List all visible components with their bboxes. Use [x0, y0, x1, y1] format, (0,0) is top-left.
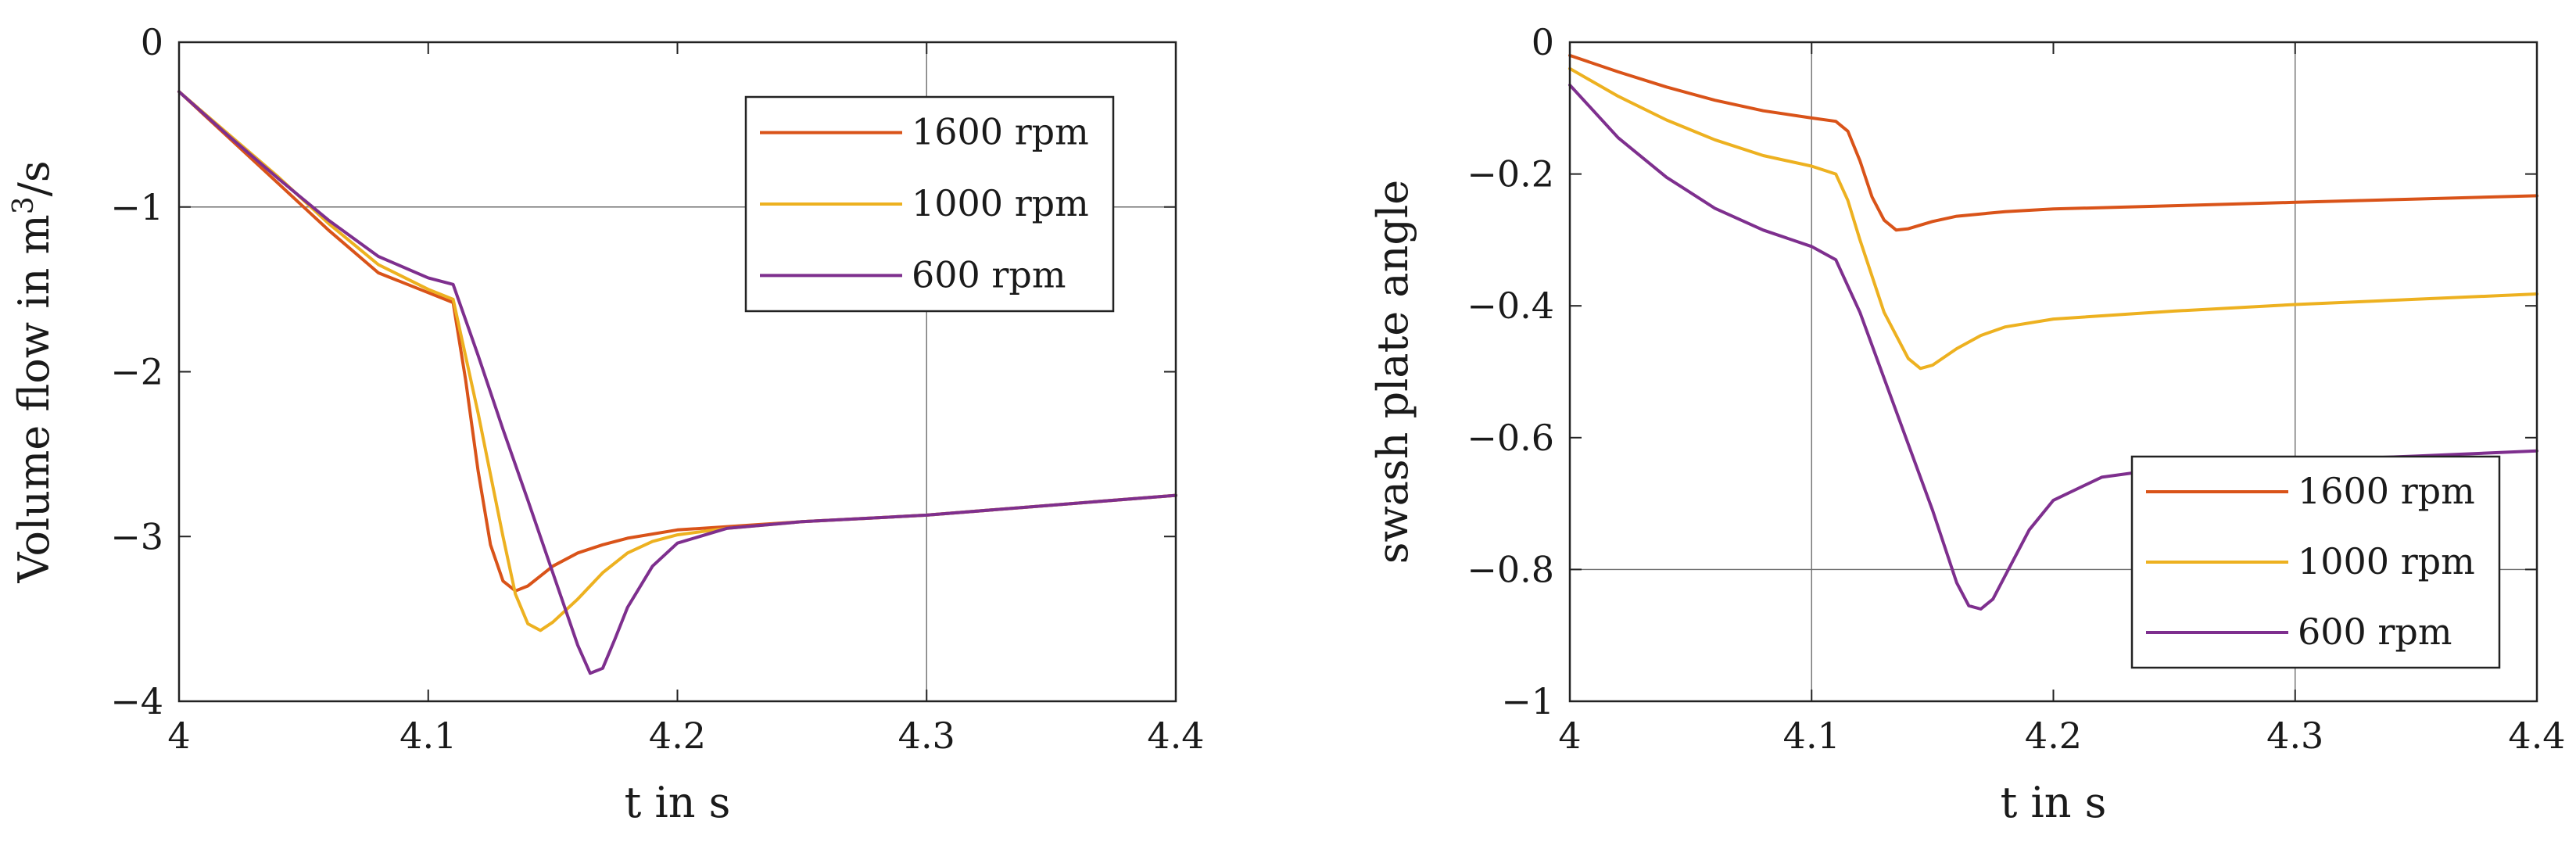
legend-label: 600 rpm: [2298, 611, 2452, 653]
axes-frame: [1568, 41, 2538, 703]
y-tick-label: −0.4: [1467, 285, 1554, 327]
x-tick-label: 4.4: [1147, 715, 1204, 757]
y-tick-label: −3: [110, 515, 163, 557]
legend: 1600 rpm 1000 rpm 600 rpm: [2130, 455, 2501, 669]
legend-label: 1600 rpm: [912, 111, 1089, 153]
x-tick-label: 4.2: [2025, 715, 2082, 757]
y-axis-label-text: Volume flow in m: [9, 214, 59, 583]
y-tick-label: −0.2: [1467, 153, 1554, 195]
x-tick-label: 4.1: [399, 715, 457, 757]
legend-label: 1000 rpm: [2298, 540, 2475, 582]
chart-volume-flow: 4 4.1 4.2 4.3 4.4 0 −1 −2 −3 −4 t in s Volume flow …: [8, 21, 1205, 827]
x-axis-label: t in s: [2001, 778, 2107, 827]
x-tick-label: 4.2: [649, 715, 706, 757]
x-tick-label: 4.4: [2508, 715, 2565, 757]
y-tick-label: −2: [110, 351, 163, 393]
y-axis-label-text: swash plate angle: [1368, 180, 1417, 564]
y-axis-label: Volume flow in m3/s: [8, 160, 59, 583]
axes-frame: [177, 41, 1177, 703]
y-axis-label-superscript: 3: [8, 196, 40, 214]
x-axis-label: t in s: [625, 778, 731, 827]
legend-label: 600 rpm: [912, 253, 1066, 296]
y-axis-label: swash plate angle: [1368, 180, 1417, 564]
series-line-600-rpm: [177, 90, 1177, 675]
y-tick-label: −4: [110, 680, 163, 722]
y-tick-label: −1: [1501, 680, 1554, 722]
y-tick-label: 0: [1532, 21, 1554, 63]
chart-swash-plate: 4 4.1 4.2 4.3 4.4 0 −0.2 −0.4 −0.6 −0.8 −1 t in s sw…: [1368, 21, 2566, 827]
series-line-1600-rpm: [1568, 53, 2538, 232]
legend-label: 1000 rpm: [912, 182, 1089, 224]
x-tick-label: 4.3: [2266, 715, 2323, 757]
x-tick-label: 4: [1558, 715, 1581, 757]
x-tick-label: 4: [167, 715, 190, 757]
y-axis-label-suffix: /s: [9, 160, 59, 196]
legend-label: 1600 rpm: [2298, 470, 2475, 512]
series-line-1000-rpm: [1568, 66, 2538, 371]
y-tick-label: 0: [141, 21, 163, 63]
x-tick-label: 4.3: [898, 715, 955, 757]
legend: 1600 rpm 1000 rpm 600 rpm: [744, 95, 1115, 313]
y-tick-label: −1: [110, 186, 163, 228]
series-line-600-rpm: [1568, 83, 2538, 611]
y-tick-label: −0.8: [1467, 548, 1554, 590]
x-tick-label: 4.1: [1783, 715, 1840, 757]
y-tick-label: −0.6: [1467, 417, 1554, 459]
